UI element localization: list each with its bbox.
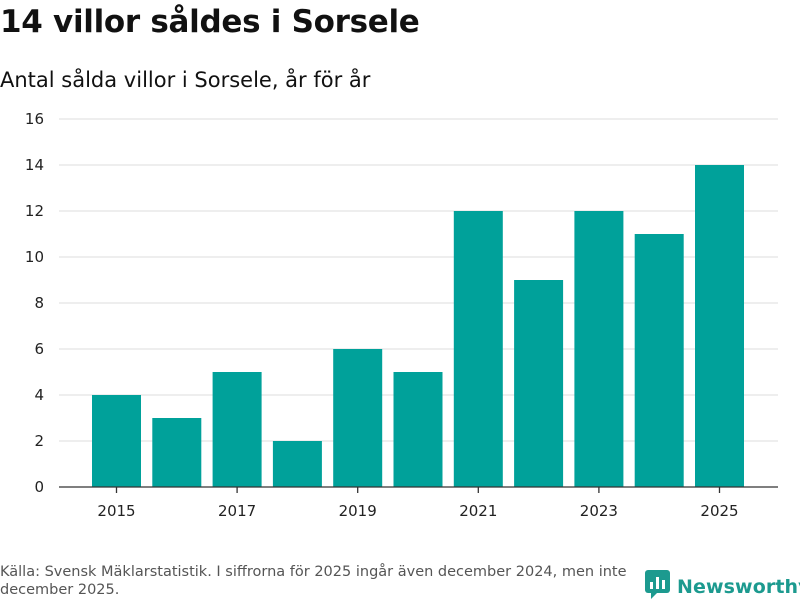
bar-2021 <box>453 211 503 487</box>
x-tick-label: 2019 <box>339 502 377 520</box>
y-tick-label: 12 <box>25 202 44 220</box>
x-tick-label: 2015 <box>97 502 135 520</box>
bar-2022 <box>514 280 564 487</box>
y-tick-label: 8 <box>34 294 44 312</box>
x-tick-label: 2025 <box>700 502 738 520</box>
x-tick-label: 2023 <box>580 502 618 520</box>
bar-2016 <box>152 418 202 487</box>
chart-subtitle: Antal sålda villor i Sorsele, år för år <box>0 68 371 92</box>
bar-2015 <box>92 395 141 487</box>
y-tick-label: 2 <box>34 432 44 450</box>
bar-chart: 0 2 4 6 8 10 12 14 16 2015 2017 2019 2021 2023 2025 <box>25 110 778 520</box>
bar-2023 <box>574 211 624 487</box>
brand-logo[interactable]: Newsworthy <box>645 570 800 603</box>
bar-2020 <box>393 372 443 487</box>
bar-2019 <box>333 349 383 487</box>
y-tick-label: 16 <box>25 110 44 128</box>
y-tick-label: 0 <box>34 478 44 496</box>
bar-2017 <box>212 372 262 487</box>
chart-title: 14 villor såldes i Sorsele <box>0 4 420 40</box>
y-tick-label: 4 <box>34 386 44 404</box>
y-tick-label: 6 <box>34 340 44 358</box>
source-note: Källa: Svensk Mäklarstatistik. I siffror… <box>0 564 627 598</box>
brand-name: Newsworthy <box>677 575 800 598</box>
newsworthy-logo-icon <box>645 570 670 603</box>
x-tick-label: 2021 <box>459 502 497 520</box>
bar-2025 <box>695 165 744 487</box>
y-tick-label: 14 <box>25 156 44 174</box>
x-tick-label: 2017 <box>218 502 256 520</box>
y-tick-label: 10 <box>25 248 44 266</box>
bar-2018 <box>272 441 322 487</box>
bar-2024 <box>634 234 684 487</box>
